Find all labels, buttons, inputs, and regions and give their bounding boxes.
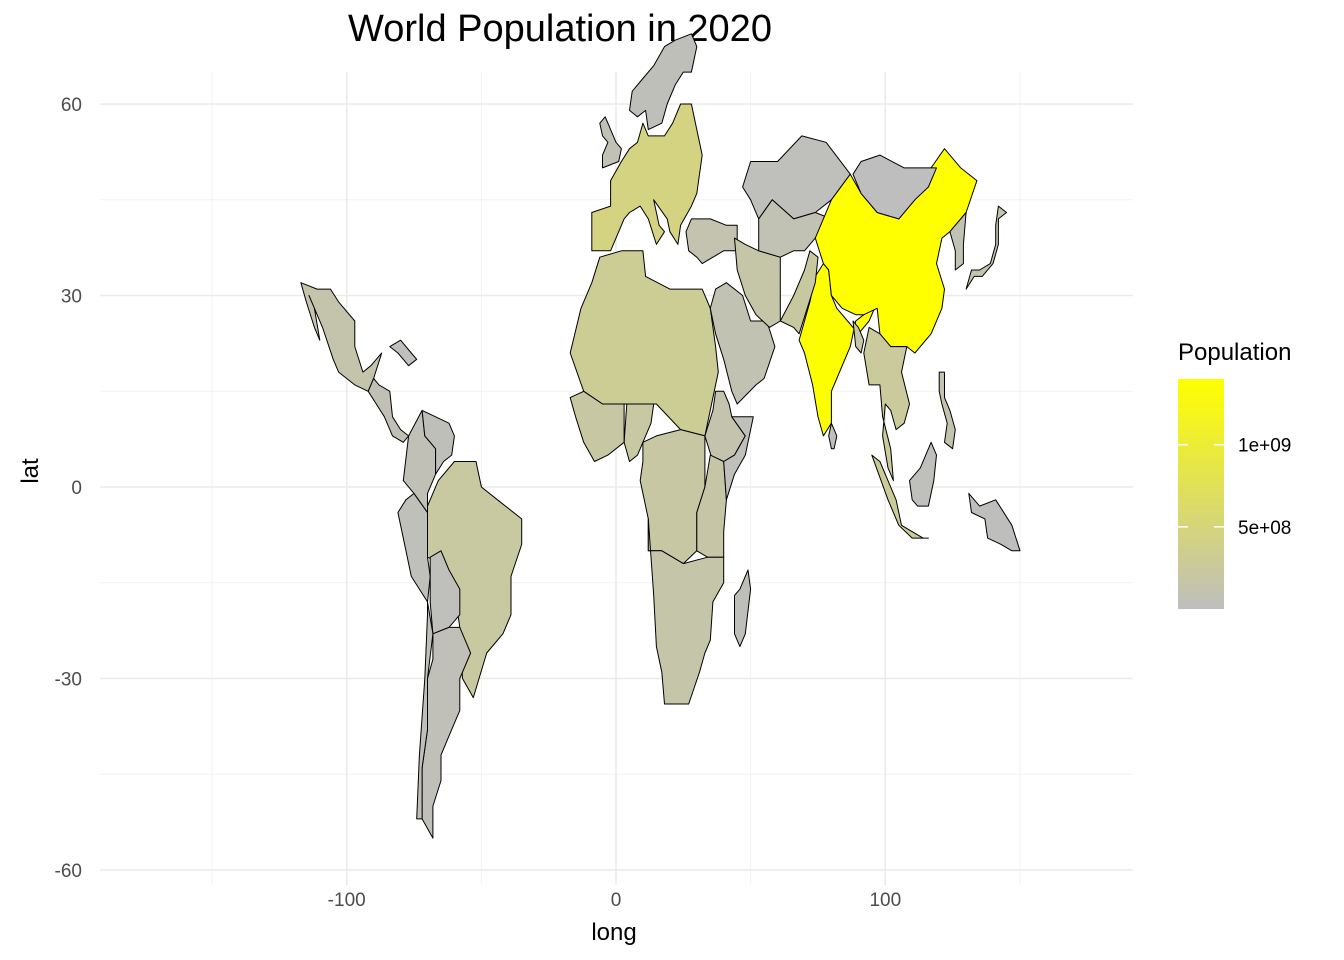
country-mongolia	[852, 154, 937, 220]
x-axis-title: long	[591, 919, 636, 946]
country-japan	[965, 205, 1007, 290]
y-tick-label: 60	[61, 95, 82, 116]
y-tick-label: -30	[55, 669, 82, 690]
country-madagascar	[734, 569, 752, 648]
country-indonesia	[871, 454, 929, 539]
x-tick-label: 0	[611, 890, 622, 911]
legend-breaks: 1e+09 5e+08	[1178, 436, 1291, 539]
country-mexico	[300, 282, 383, 392]
country-chile	[416, 601, 434, 820]
country-new-guinea	[968, 492, 1021, 552]
legend-title: Population	[1178, 339, 1291, 366]
y-axis-title: lat	[17, 458, 44, 484]
country-europe	[591, 103, 703, 252]
country-east-africa	[696, 454, 727, 558]
country-pakistan	[779, 250, 819, 335]
country-philippines	[938, 371, 956, 450]
country-arabian-peninsula	[709, 282, 776, 405]
country-southern-africa	[647, 518, 725, 705]
legend-break-label: 1e+09	[1238, 436, 1291, 457]
country-central-america	[367, 378, 410, 443]
legend-break-label: 5e+08	[1238, 518, 1291, 539]
country-britain	[599, 116, 622, 169]
country-turkey-middle-east	[685, 218, 738, 265]
y-tick-label: 0	[71, 478, 82, 499]
x-axis-ticks: -100 0 100	[328, 890, 901, 911]
x-tick-label: -100	[328, 890, 366, 911]
country-southeast-asia-mainland	[863, 326, 910, 482]
y-tick-label: -60	[55, 861, 82, 882]
legend: Population 1e+09 5e+08	[1178, 339, 1291, 609]
country-caribbean	[389, 339, 418, 367]
legend-colorbar	[1178, 379, 1224, 609]
country-venezuela	[421, 409, 455, 475]
country-iran-central-asia	[734, 237, 781, 328]
y-axis-ticks: 60 30 0 -30 -60	[55, 95, 82, 882]
country-borneo	[909, 441, 937, 507]
country-peru	[397, 492, 431, 603]
country-bangladesh	[852, 320, 865, 354]
country-layer	[300, 33, 1021, 839]
y-tick-label: 30	[61, 287, 82, 308]
chart-title: World Population in 2020	[348, 8, 772, 50]
country-scandinavia	[629, 33, 698, 131]
country-west-africa	[569, 390, 625, 462]
x-tick-label: 100	[869, 890, 901, 911]
country-bolivia	[429, 550, 461, 635]
country-somalia	[723, 416, 754, 501]
country-korea	[949, 212, 967, 271]
country-sri-lanka	[828, 422, 838, 450]
